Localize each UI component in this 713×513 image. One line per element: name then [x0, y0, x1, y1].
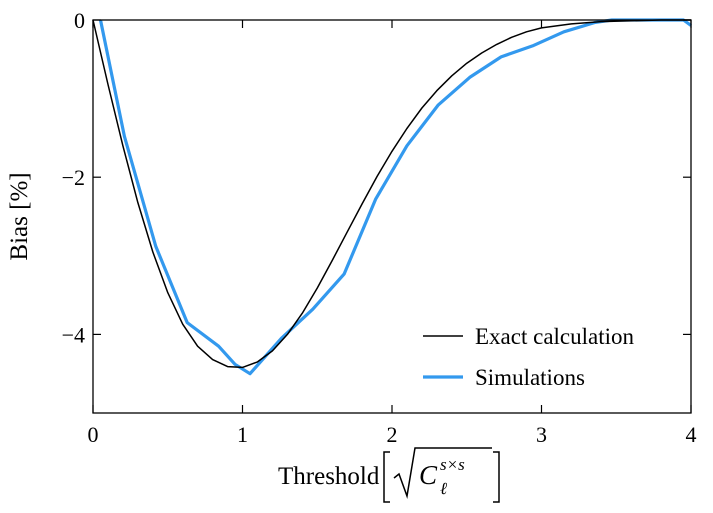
x-tick-label: 1: [237, 422, 248, 447]
square-root-icon: [393, 447, 492, 499]
series-line-simulations: [98, 18, 692, 376]
x-axis-label-subscript: ℓ: [440, 479, 447, 498]
legend: Exact calculation Simulations: [423, 324, 635, 390]
x-axis-label-superscript: s×s: [440, 455, 465, 474]
right-bracket-icon: [493, 451, 500, 503]
legend-label-exact-calculation: Exact calculation: [475, 324, 635, 349]
axis-ticks: 0 1 2 3 4 0 −2 −4: [62, 8, 697, 447]
x-axis-label-symbol: C: [419, 460, 438, 490]
x-tick-label: 2: [387, 422, 398, 447]
series-layer: [92, 18, 692, 376]
x-tick-label: 4: [686, 422, 697, 447]
x-tick-label: 3: [536, 422, 547, 447]
x-axis-label: Threshold C s×s ℓ: [278, 447, 500, 503]
y-axis-label: Bias [%]: [6, 172, 33, 260]
y-tick-label: −4: [62, 322, 85, 347]
plot-area-frame: [92, 19, 692, 414]
x-axis-label-text: Threshold: [278, 463, 380, 490]
y-tick-label: 0: [74, 8, 85, 33]
x-tick-label: 0: [88, 422, 99, 447]
left-bracket-icon: [383, 451, 390, 503]
series-line-exact-calculation: [92, 19, 691, 369]
y-tick-label: −2: [62, 165, 85, 190]
legend-label-simulations: Simulations: [475, 365, 585, 390]
